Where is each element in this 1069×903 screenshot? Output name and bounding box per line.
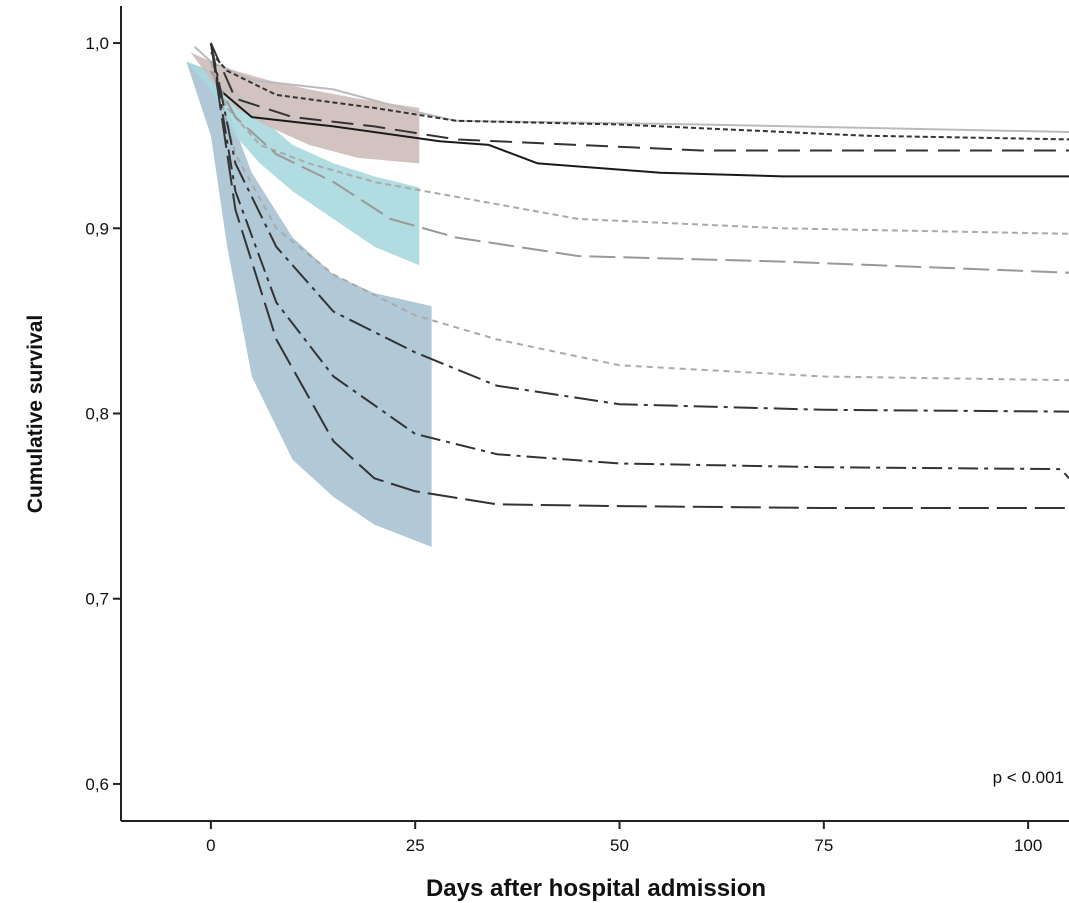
y-tick-label: 1,0 [85,34,109,53]
survival-curve-9 [209,42,1069,479]
survival-curve-2 [210,51,1069,141]
x-axis-title: Days after hospital admission [426,875,766,902]
survival-curve-8 [209,42,1069,413]
x-tick-label: 25 [406,836,425,855]
survival-curve-1 [193,46,1069,133]
survival-curve-6 [210,70,1069,274]
p-value-annotation: p < 0.001 [993,768,1064,787]
confidence-bands [186,52,432,547]
survival-curve-7 [209,61,1069,382]
y-tick-label: 0,6 [85,775,109,794]
confidence-band-3 [190,52,420,164]
x-tick-label: 50 [610,836,629,855]
y-axis-title: Cumulative survival [24,315,47,513]
tick-marks: 0,6 0,7 0,8 0,9 1,0 0 25 50 75 100 [85,34,1042,855]
x-tick-label: 0 [206,836,215,855]
y-tick-label: 0,7 [85,590,109,609]
y-tick-label: 0,8 [85,405,109,424]
survival-curves [193,42,1069,509]
survival-curve-10 [209,42,1069,509]
survival-curve-3 [209,42,1069,152]
x-tick-label: 100 [1014,836,1042,855]
confidence-band-1 [186,61,432,547]
x-tick-label: 75 [814,836,833,855]
y-tick-label: 0,9 [85,219,109,238]
survival-curve-4 [209,42,1069,178]
